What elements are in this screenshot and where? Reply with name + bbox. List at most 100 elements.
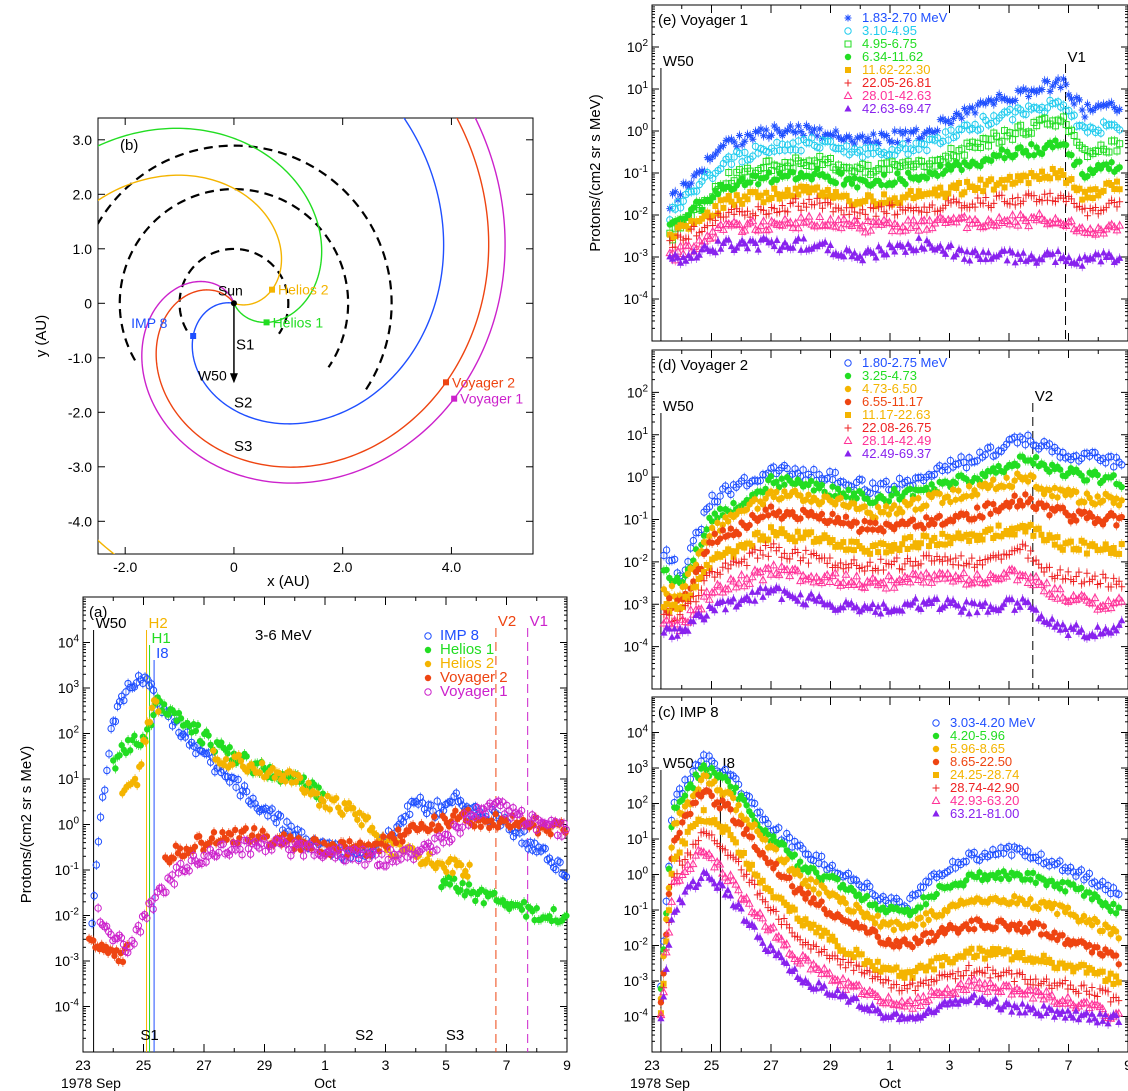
data-point <box>826 241 835 249</box>
data-point <box>1087 186 1094 193</box>
data-point <box>786 122 794 130</box>
data-point <box>666 237 674 245</box>
data-point <box>185 741 194 749</box>
data-point <box>762 235 770 242</box>
data-point <box>1108 159 1115 166</box>
data-point <box>1100 100 1108 108</box>
data-point <box>765 169 773 176</box>
data-point <box>457 861 465 869</box>
data-point <box>929 190 936 197</box>
y-tick-label: 0 <box>84 295 92 311</box>
y-axis-label: Protons/(cm2 sr s MeV) <box>587 94 604 252</box>
data-point <box>903 215 913 224</box>
data-point <box>139 679 147 688</box>
data-point <box>511 809 519 817</box>
data-point <box>1030 87 1038 95</box>
data-point <box>392 857 401 865</box>
data-point <box>799 217 809 226</box>
data-point <box>938 214 948 223</box>
data-point <box>964 178 971 185</box>
data-point <box>711 216 719 224</box>
data-point <box>1065 91 1073 99</box>
data-point <box>856 133 864 141</box>
data-point <box>740 225 750 234</box>
data-point <box>1113 107 1121 115</box>
data-point <box>1094 101 1102 109</box>
data-point <box>757 192 764 199</box>
data-point <box>960 105 968 113</box>
data-point <box>942 167 949 174</box>
channel-series <box>665 209 1125 266</box>
data-point <box>227 846 236 854</box>
data-point <box>1012 151 1019 159</box>
data-point <box>776 128 784 136</box>
data-point <box>524 845 532 853</box>
data-point <box>1014 173 1021 180</box>
data-point <box>1092 104 1100 112</box>
legend-marker <box>424 646 432 654</box>
data-point <box>1089 106 1097 114</box>
data-point <box>449 869 456 877</box>
data-point <box>1046 87 1054 95</box>
data-point <box>770 242 778 250</box>
date-mid-label: Oct <box>314 1075 336 1091</box>
data-point <box>1113 203 1121 211</box>
data-point <box>433 846 441 854</box>
data-point <box>1110 199 1118 207</box>
data-point <box>737 226 747 235</box>
data-point <box>280 772 287 780</box>
spacecraft-label: Voyager 1 <box>460 391 523 407</box>
data-point <box>1076 96 1084 104</box>
data-point <box>446 881 454 888</box>
data-point <box>131 732 138 739</box>
data-point <box>556 819 564 827</box>
spacecraft-marker <box>190 333 197 339</box>
data-point <box>802 139 811 147</box>
data-point <box>195 833 203 840</box>
data-point <box>368 824 376 831</box>
data-point <box>907 188 914 195</box>
data-point <box>420 840 428 849</box>
data-point <box>1091 229 1101 238</box>
data-point <box>448 835 456 844</box>
data-point <box>405 827 412 835</box>
data-point <box>913 193 920 200</box>
data-point <box>1105 121 1113 129</box>
sun-label: Sun <box>218 282 243 298</box>
data-point <box>551 817 560 826</box>
data-point <box>426 850 433 858</box>
data-point <box>392 839 400 847</box>
data-point <box>918 134 926 142</box>
data-point <box>337 849 346 857</box>
date-left-label: 1978 Sep <box>61 1075 121 1091</box>
data-point <box>679 197 687 205</box>
data-point <box>925 215 935 224</box>
data-point <box>941 128 950 136</box>
data-point <box>684 240 694 249</box>
data-point <box>327 848 335 857</box>
data-point <box>157 884 166 892</box>
data-point <box>494 824 501 831</box>
data-point <box>725 136 733 144</box>
data-point <box>462 867 469 875</box>
data-point <box>296 774 304 782</box>
data-point <box>268 805 276 813</box>
data-point <box>783 218 793 227</box>
data-point <box>558 832 566 840</box>
data-point <box>899 130 907 138</box>
data-point <box>785 217 795 226</box>
data-point <box>800 199 808 207</box>
data-point <box>963 109 971 117</box>
y-tick-label: 10-3 <box>624 248 649 265</box>
data-point <box>695 251 703 258</box>
y-tick-label: 10-1 <box>624 164 649 181</box>
data-point <box>1051 79 1059 87</box>
data-point <box>955 125 963 134</box>
data-point <box>720 204 727 211</box>
data-point <box>856 252 864 259</box>
data-point <box>249 839 257 848</box>
data-point <box>698 167 706 175</box>
data-point <box>120 696 128 705</box>
data-point <box>438 883 445 891</box>
data-point <box>826 214 835 223</box>
